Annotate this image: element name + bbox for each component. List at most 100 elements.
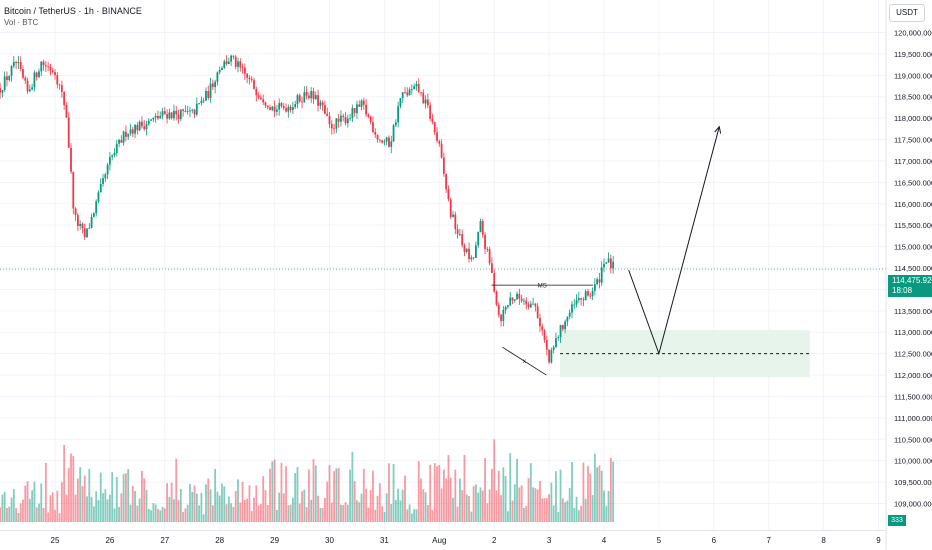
- volume-bar: [552, 505, 555, 522]
- candle-body: [294, 104, 297, 108]
- candle-body: [326, 113, 329, 117]
- volume-bar: [42, 508, 45, 522]
- time-tick-label: 8: [821, 536, 826, 545]
- volume-bar: [589, 473, 592, 522]
- candle-body: [605, 262, 608, 264]
- volume-bar: [454, 469, 457, 522]
- candle-body: [67, 117, 70, 148]
- candle-body: [179, 109, 182, 120]
- candle-body: [539, 317, 541, 327]
- volume-bar: [463, 454, 466, 522]
- candle-body: [346, 118, 349, 124]
- volume-bar: [31, 490, 34, 522]
- candle-body: [115, 143, 118, 153]
- candle-body: [358, 104, 361, 107]
- volume-bar: [63, 444, 66, 522]
- candle-body: [545, 340, 548, 350]
- volume-bar: [259, 503, 262, 522]
- time-tick-label: Aug: [432, 536, 446, 545]
- candle-body: [477, 231, 480, 246]
- volume-bar: [330, 502, 333, 522]
- price-tick-label: 112,000.000: [894, 371, 932, 380]
- candle-body: [417, 83, 420, 93]
- price-tick-label: 109,500.000: [894, 478, 932, 487]
- volume-bar: [214, 469, 217, 522]
- volume-bar: [376, 495, 379, 522]
- candle-body: [511, 297, 514, 301]
- volume-bar: [173, 499, 175, 522]
- volume-bar: [191, 491, 194, 522]
- candle-body: [317, 95, 319, 106]
- candle-body: [525, 300, 528, 305]
- candle-body: [154, 115, 157, 118]
- candle-body: [468, 248, 470, 260]
- price-tick-label: 116,500.000: [894, 178, 932, 187]
- volume-bar: [49, 495, 52, 522]
- candle-body: [486, 248, 489, 250]
- candle-body: [225, 61, 228, 65]
- candle-body: [481, 221, 484, 235]
- volume-bar: [353, 480, 356, 522]
- volume-bar: [248, 485, 251, 522]
- volume-bar: [550, 482, 553, 522]
- volume-bar: [591, 495, 594, 522]
- price-tick-label: 111,000.000: [894, 414, 932, 423]
- candle-body: [193, 109, 196, 115]
- candle-body: [385, 137, 388, 142]
- candle-body: [582, 299, 585, 301]
- candle-body: [495, 291, 498, 305]
- volume-bar: [294, 472, 297, 522]
- volume-bar: [369, 490, 372, 522]
- volume-bar: [109, 494, 111, 522]
- candle-body: [70, 147, 72, 172]
- volume-bar: [543, 498, 546, 522]
- candle-body: [369, 116, 372, 123]
- candle-body: [406, 92, 409, 96]
- volume-bar: [525, 505, 528, 522]
- candle-body: [298, 95, 301, 102]
- volume-bar: [221, 483, 223, 522]
- volume-bar: [88, 468, 91, 522]
- volume-bar: [76, 478, 79, 522]
- candle-body: [88, 227, 91, 229]
- volume-bar: [385, 493, 388, 522]
- candle-body: [83, 228, 86, 238]
- candle-body: [552, 347, 555, 350]
- candle-body: [161, 111, 164, 116]
- candle-body: [17, 62, 20, 64]
- candle-body: [559, 324, 562, 338]
- volume-bar: [577, 510, 580, 522]
- volume-bar: [99, 472, 102, 522]
- time-tick-label: 25: [51, 536, 60, 545]
- candle-body: [273, 106, 276, 112]
- volume-bar: [145, 489, 148, 522]
- volume-bar: [429, 464, 432, 522]
- volume-bar: [287, 505, 290, 522]
- volume-bar: [243, 499, 246, 522]
- candle-body: [269, 107, 271, 110]
- candle-body: [612, 261, 615, 269]
- candle-body: [351, 108, 354, 119]
- candle-body: [330, 123, 333, 129]
- volume-bar: [127, 469, 130, 522]
- volume-bar: [15, 508, 18, 522]
- candle-body: [15, 61, 18, 64]
- volume-bar: [609, 457, 612, 522]
- volume-bar: [555, 471, 557, 522]
- volume-bar: [225, 504, 228, 522]
- volume-bar: [10, 497, 13, 522]
- time-axis: 25 26 27 28 29 30 31 Aug 2 3 4 5 6 7 8 9: [0, 530, 886, 545]
- volume-bar: [65, 494, 68, 522]
- currency-selector[interactable]: USDT: [889, 4, 925, 22]
- candle-body: [509, 297, 512, 306]
- volume-bar: [216, 491, 219, 522]
- chart-title: Bitcoin / TetherUS · 1h · BINANCE: [4, 6, 142, 16]
- sweep-line: [502, 346, 547, 376]
- volume-bar: [337, 467, 340, 522]
- candle-body: [337, 118, 340, 122]
- volume-bar: [54, 509, 56, 522]
- volume-bar: [571, 461, 573, 522]
- volume-bar: [449, 477, 452, 522]
- volume-bar: [237, 479, 239, 522]
